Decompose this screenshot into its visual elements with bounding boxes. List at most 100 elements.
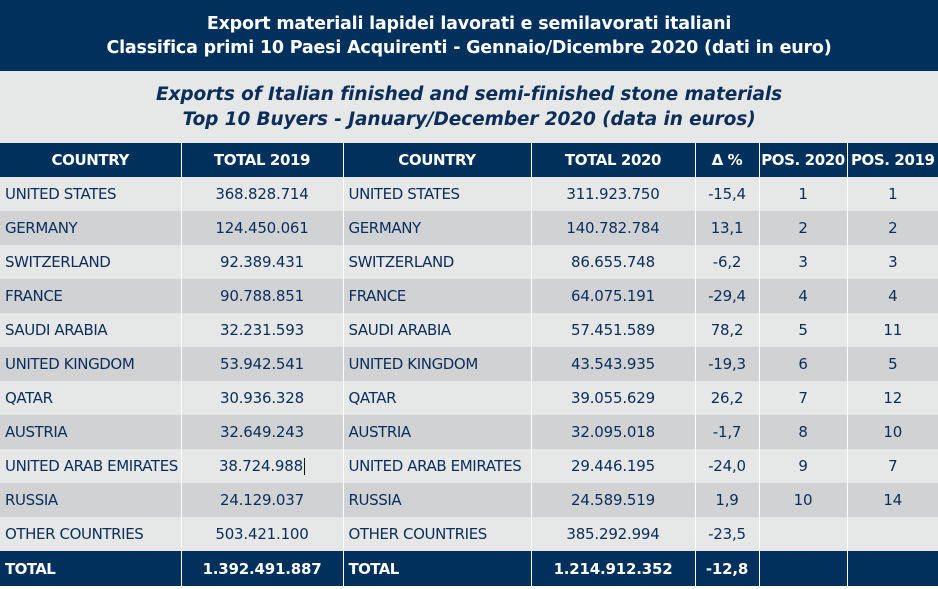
cell-text: 1 [798,185,808,203]
column-header-country-2019: COUNTRY [0,143,182,177]
cell-text: UNITED KINGDOM [5,355,135,373]
cell-pos-2020: 10 [759,483,848,517]
cell-pos-2019 [847,517,938,551]
cell-pos-2020: 2 [759,211,848,245]
cell-country-2020: RUSSIA [343,483,532,517]
table-row: UNITED KINGDOM 53.942.541 UNITED KINGDOM 43… [0,347,938,381]
cell-pos-2020: 4 [759,279,848,313]
cell-pos-2020: 6 [759,347,848,381]
total-row: TOTAL 1.392.491.887 TOTAL 1.214.912.352 -12,… [0,551,938,586]
cell-text: 90.788.851 [220,287,304,305]
cell-total-2020: 57.451.589 [531,313,696,347]
cell-total-2019: 24.129.037 [181,483,344,517]
cell-text: 30.936.328 [220,389,304,407]
cell-pos-2019: 1 [847,177,938,211]
table-row: AUSTRIA 32.649.243 AUSTRIA 32.095.018 -1,7 8 1… [0,415,938,449]
cell-country-2020: AUSTRIA [343,415,532,449]
cell-delta-percent: -23,5 [695,517,760,551]
cell-total-2019: 32.231.593 [181,313,344,347]
cell-country-2019: RUSSIA [0,483,182,517]
english-subtitle-banner: Exports of Italian finished and semi-fin… [0,71,938,143]
cell-text: RUSSIA [348,491,402,509]
cell-text: UNITED STATES [5,185,117,203]
text-cursor [303,458,305,475]
total-cell-total-2019: 1.392.491.887 [181,551,344,586]
cell-text: SAUDI ARABIA [348,321,452,339]
table-row: UNITED ARAB EMIRATES 38.724.988 UNITED ARA… [0,449,938,483]
cell-text: AUSTRIA [5,423,68,441]
cell-text: 3 [798,253,808,271]
cell-pos-2019: 14 [847,483,938,517]
cell-text: 140.782.784 [566,219,660,237]
cell-delta-percent: 1,9 [695,483,760,517]
cell-text: 24.589.519 [571,491,655,509]
cell-text: -6,2 [712,253,742,271]
cell-text: OTHER COUNTRIES [5,525,144,543]
cell-text: 8 [798,423,808,441]
cell-text: 29.446.195 [571,457,655,475]
cell-pos-2019: 3 [847,245,938,279]
cell-country-2019: GERMANY [0,211,182,245]
cell-delta-percent: -6,2 [695,245,760,279]
cell-text: SWITZERLAND [5,253,111,271]
cell-text: 4 [798,287,808,305]
cell-text: 64.075.191 [571,287,655,305]
cell-text: QATAR [5,389,53,407]
cell-text: 43.543.935 [571,355,655,373]
english-subtitle-line-2: Top 10 Buyers - January/December 2020 (d… [182,109,756,130]
cell-total-2019: 90.788.851 [181,279,344,313]
cell-text: SWITZERLAND [348,253,455,271]
cell-total-2020: 140.782.784 [531,211,696,245]
table-row: SWITZERLAND 92.389.431 SWITZERLAND 86.655.7… [0,245,938,279]
cell-text: UNITED STATES [348,185,461,203]
cell-delta-percent: 13,1 [695,211,760,245]
table-row: RUSSIA 24.129.037 RUSSIA 24.589.519 1,9 10 14 [0,483,938,517]
cell-text: RUSSIA [5,491,58,509]
cell-delta-percent: -15,4 [695,177,760,211]
cell-country-2020: SWITZERLAND [343,245,532,279]
cell-pos-2020: 7 [759,381,848,415]
cell-total-2020: 86.655.748 [531,245,696,279]
cell-text: GERMANY [5,219,78,237]
english-subtitle-line-1: Exports of Italian finished and semi-fin… [155,84,783,105]
cell-text: 57.451.589 [571,321,655,339]
cell-text: 5 [888,355,898,373]
cell-country-2019: OTHER COUNTRIES [0,517,182,551]
italian-title-line-1: Export materiali lapidei lavorati e semi… [206,13,732,34]
cell-country-2020: UNITED STATES [343,177,532,211]
cell-text: QATAR [348,389,397,407]
cell-total-2020: 64.075.191 [531,279,696,313]
column-header-pos-2019: POS. 2019 [847,143,938,177]
cell-text: 24.129.037 [220,491,304,509]
cell-text: 385.292.994 [566,525,660,543]
cell-text: 3 [888,253,898,271]
cell-total-2019: 124.450.061 [181,211,344,245]
cell-total-2019: 32.649.243 [181,415,344,449]
cell-country-2020: UNITED KINGDOM [343,347,532,381]
cell-text: 14 [883,491,903,509]
total-cell-country-2019: TOTAL [0,551,182,586]
cell-total-2019: 368.828.714 [181,177,344,211]
cell-text: -1,7 [712,423,742,441]
cell-delta-percent: -29,4 [695,279,760,313]
cell-text: -24,0 [708,457,746,475]
cell-pos-2020: 1 [759,177,848,211]
cell-text: 13,1 [710,219,744,237]
cell-text: SAUDI ARABIA [5,321,108,339]
cell-country-2020: QATAR [343,381,532,415]
cell-pos-2020: 8 [759,415,848,449]
cell-country-2020: SAUDI ARABIA [343,313,532,347]
cell-pos-2020: 5 [759,313,848,347]
cell-text: 4 [888,287,898,305]
cell-text: 10 [793,491,813,509]
cell-total-2020: 43.543.935 [531,347,696,381]
cell-total-2019: 503.421.100 [181,517,344,551]
cell-pos-2019: 7 [847,449,938,483]
table-row: QATAR 30.936.328 QATAR 39.055.629 26,2 7 12 [0,381,938,415]
column-header-total-2019: TOTAL 2019 [181,143,344,177]
cell-country-2019: AUSTRIA [0,415,182,449]
cell-total-2020: 32.095.018 [531,415,696,449]
cell-text: AUSTRIA [348,423,412,441]
column-header-delta-percent: Δ % [695,143,760,177]
cell-text: UNITED ARAB EMIRATES [5,457,178,475]
